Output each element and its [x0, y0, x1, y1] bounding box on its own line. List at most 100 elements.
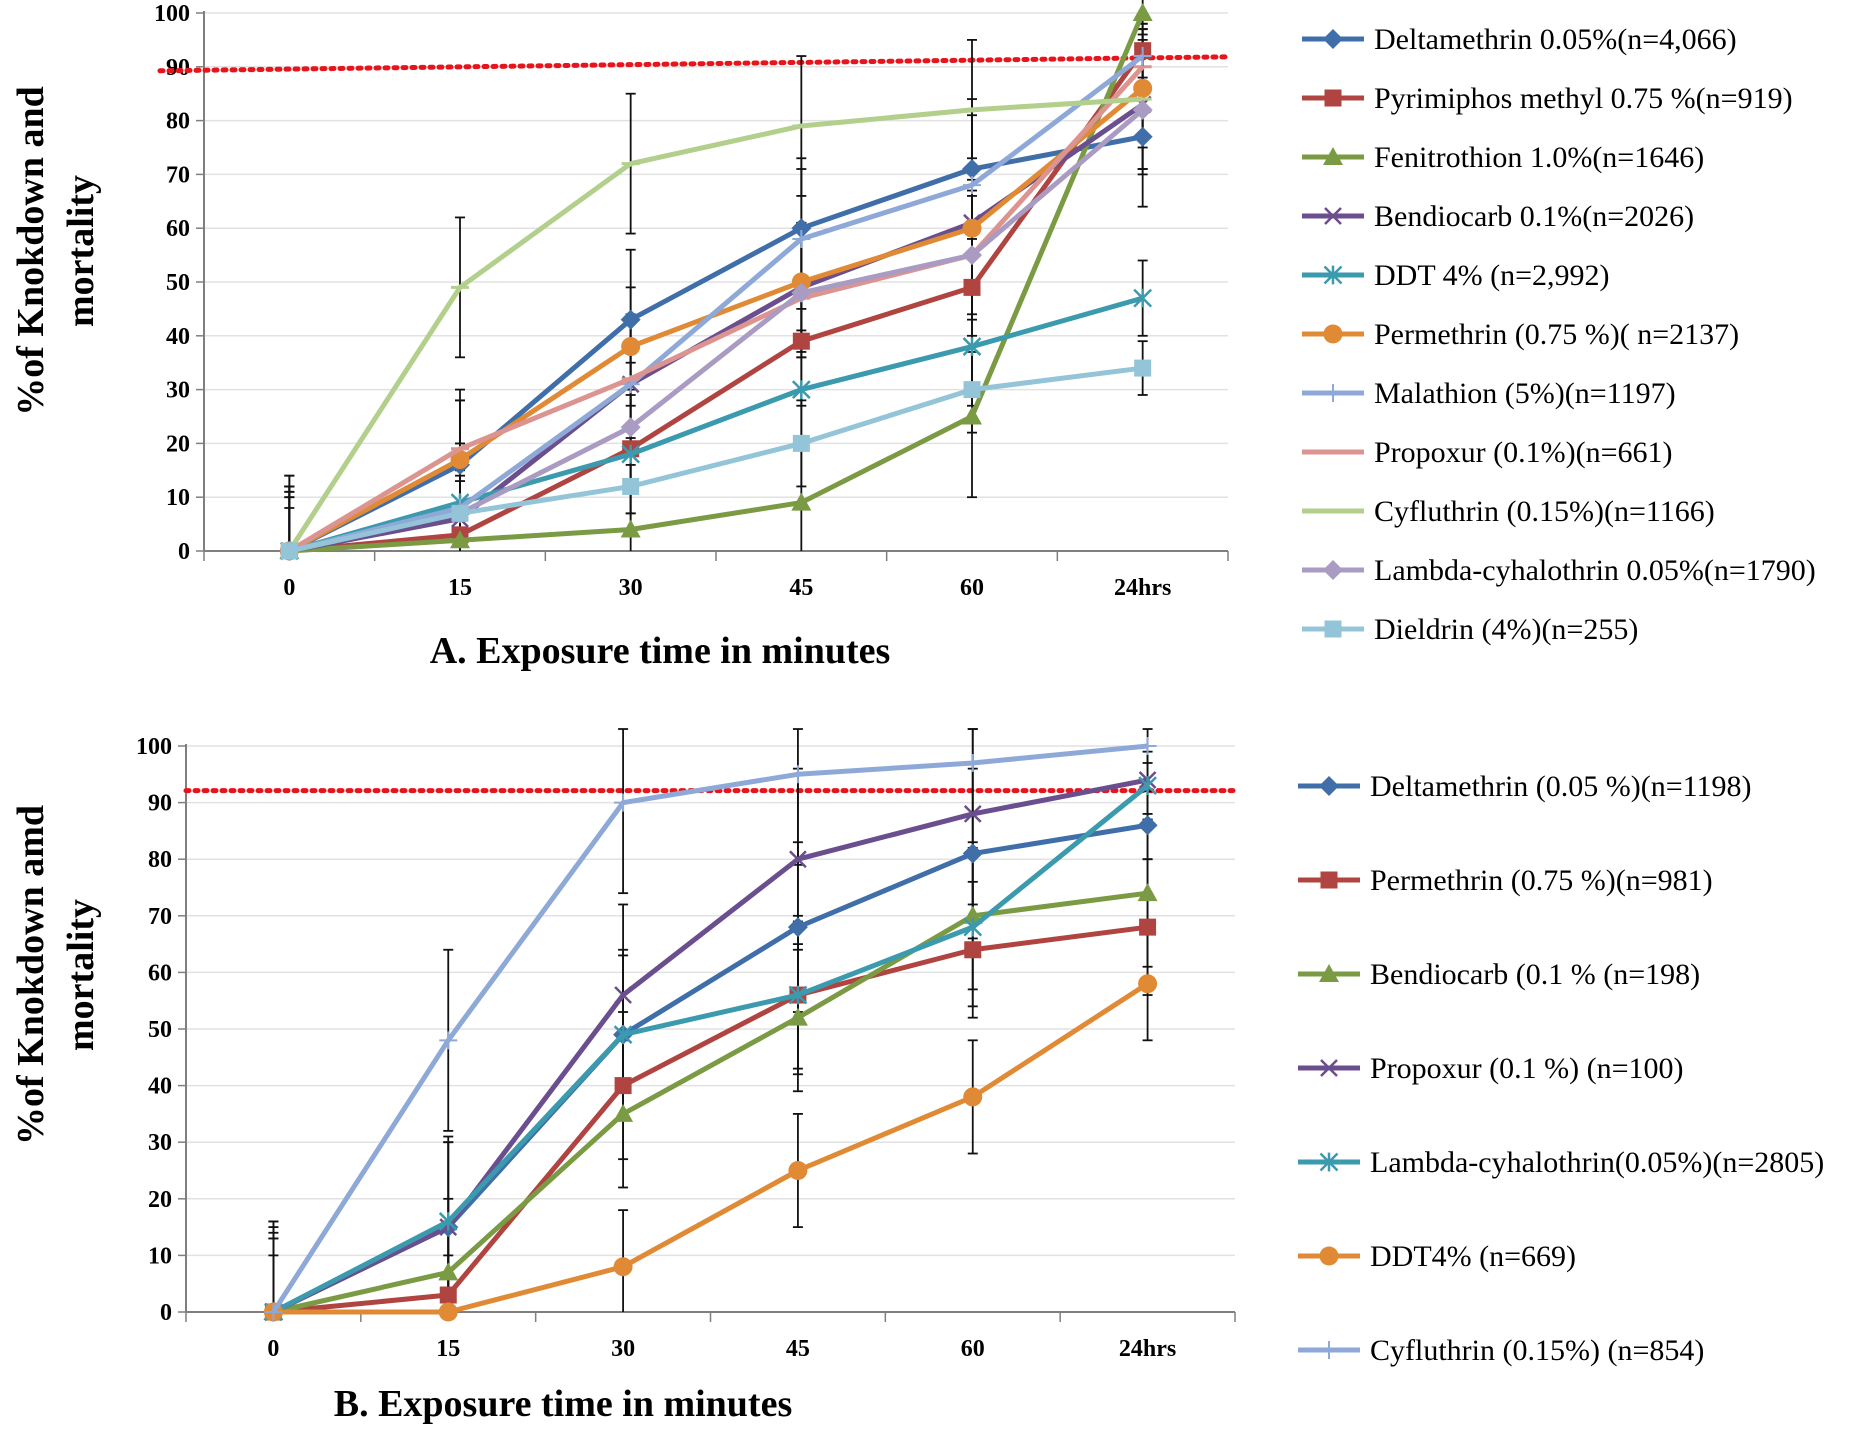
y-axis-title-line: mortality [60, 175, 102, 327]
x-tick-label: 0 [283, 575, 295, 601]
data-point [962, 245, 982, 266]
data-point [963, 278, 981, 296]
y-axis-title: %of Knokdown amd mortality [10, 805, 102, 1145]
data-point [789, 850, 807, 869]
legend-swatch-marker [1324, 207, 1342, 225]
legend-swatch-marker [1323, 147, 1343, 165]
data-point [1137, 815, 1158, 836]
legend-swatch-marker [1323, 560, 1343, 580]
data-point [962, 905, 983, 924]
data-point [1132, 126, 1153, 147]
data-point [963, 381, 981, 399]
data-point [788, 985, 808, 1005]
y-tick-label: 50 [148, 1017, 172, 1043]
data-point [792, 229, 811, 248]
data-point [788, 765, 807, 784]
data-point [962, 218, 982, 238]
data-point [963, 805, 982, 823]
y-tick-label: 80 [166, 109, 190, 135]
data-point [962, 406, 982, 425]
series-line [288, 134, 1144, 554]
legend-label: Fenitrothion 1.0%(n=1646) [1374, 141, 1704, 174]
y-tick-label: 10 [148, 1243, 172, 1269]
y-tick-label: 30 [148, 1130, 172, 1156]
data-point [451, 504, 469, 522]
legend-swatch-marker [1319, 964, 1339, 982]
y-tick-label: 20 [148, 1187, 172, 1213]
legend-swatch-marker [1323, 324, 1343, 344]
data-point [791, 492, 812, 511]
legend-label: DDT 4% (n=2,992) [1374, 259, 1610, 292]
y-tick-label: 40 [148, 1074, 172, 1100]
legend-label: DDT4% (n=669) [1370, 1240, 1576, 1273]
data-point [962, 337, 982, 356]
series-line [272, 783, 1150, 1315]
y-tick-label: 50 [166, 270, 190, 296]
series-line [288, 54, 1145, 554]
legend-label: Cyfluthrin (0.15%) (n=854) [1370, 1334, 1704, 1367]
y-tick-label: 10 [166, 485, 190, 511]
legend-label: Permethrin (0.75 %)( n=2137) [1374, 318, 1739, 351]
legend-swatch-marker [1324, 384, 1342, 402]
series-line [272, 890, 1148, 1315]
data-point [439, 1286, 457, 1304]
data-point [963, 1087, 983, 1107]
legend-label: Permethrin (0.75 %)(n=981) [1370, 864, 1713, 897]
legend-label: Pyrimiphos methyl 0.75 %(n=919) [1374, 82, 1793, 115]
data-point [1134, 359, 1152, 377]
y-tick-label: 90 [166, 55, 190, 81]
data-point [792, 332, 810, 350]
data-point [1138, 737, 1157, 755]
series-line [273, 981, 1149, 1315]
y-tick-label: 30 [166, 378, 190, 404]
series-line [289, 49, 1145, 554]
legend-swatch-marker [1323, 29, 1343, 49]
y-tick-label: 100 [154, 1, 190, 27]
legend-swatch-marker [1320, 1059, 1338, 1077]
x-tick-label: 24hrs [1114, 575, 1171, 601]
data-point [1138, 776, 1157, 796]
data-point [450, 530, 470, 549]
chart-b: 0 10 20 30 40 50 60 70 80 90 100 0 15 30 45 60 24hrs B. E… [10, 728, 1824, 1425]
y-axis-title-line: %of Knokdown and [10, 86, 52, 415]
x-tick-label: 30 [611, 1336, 635, 1362]
data-point [1139, 918, 1157, 936]
legend-label: Deltamethrin 0.05%(n=4,066) [1374, 23, 1737, 56]
data-point [621, 444, 641, 464]
x-tick-label: 15 [436, 1336, 460, 1362]
series-line [271, 743, 1148, 1314]
data-point [620, 417, 641, 438]
data-point [1133, 78, 1153, 98]
x-tick-label: 15 [448, 575, 472, 601]
legend-swatch-marker [1323, 265, 1343, 285]
y-axis-title: %of Knokdown and mortality [10, 86, 102, 415]
data-point [791, 272, 811, 292]
legend-label: Cyfluthrin (0.15%)(n=1166) [1374, 495, 1715, 528]
data-point [620, 309, 641, 330]
series-line [288, 365, 1143, 554]
data-point [964, 941, 982, 959]
x-tick-label: 45 [786, 1336, 810, 1362]
data-point [791, 380, 811, 399]
series-line [288, 65, 1145, 554]
legend-label: Deltamethrin (0.05 %)(n=1198) [1370, 770, 1752, 803]
data-point [280, 542, 298, 560]
y-tick-label: 0 [178, 539, 190, 565]
data-point [614, 793, 633, 812]
y-tick-label: 0 [160, 1300, 172, 1326]
series-line [288, 295, 1144, 554]
data-point [264, 1303, 283, 1321]
x-tick-label: 24hrs [1119, 1336, 1176, 1362]
x-tick-label: 0 [267, 1336, 279, 1362]
y-tick-label: 90 [148, 791, 172, 817]
x-tick-label: 30 [619, 575, 643, 601]
x-axis-title: B. Exposure time in minutes [334, 1383, 793, 1425]
data-point [787, 917, 808, 938]
data-point [1132, 99, 1153, 120]
data-point [438, 1212, 458, 1231]
data-point [963, 176, 981, 195]
legend-label: Lambda-cyhalothrin(0.05%)(n=2805) [1370, 1146, 1824, 1179]
legend-swatch-marker [1319, 1152, 1339, 1172]
legend-swatch-marker [1319, 776, 1339, 796]
